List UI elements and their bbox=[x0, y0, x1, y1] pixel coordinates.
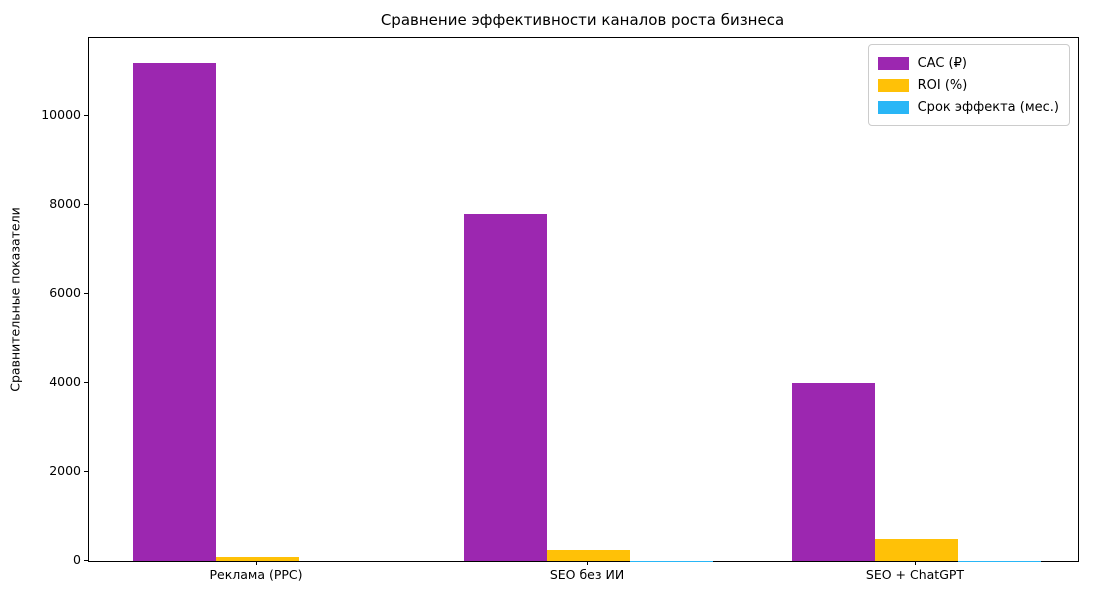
y-tick-label: 0 bbox=[73, 552, 81, 567]
bar-roi-group1 bbox=[215, 556, 299, 561]
bar-cac-group3 bbox=[791, 383, 875, 561]
legend-item-roi: ROI (%) bbox=[877, 74, 1059, 96]
y-tick-mark bbox=[84, 470, 88, 472]
y-tick-mark bbox=[84, 292, 88, 294]
x-tick-label: SEO без ИИ bbox=[549, 567, 625, 582]
chart-title: Сравнение эффективности каналов роста би… bbox=[380, 11, 785, 29]
y-axis-label: Сравнительные показатели bbox=[7, 207, 23, 392]
x-tick-mark bbox=[586, 561, 588, 565]
y-tick-mark bbox=[84, 559, 88, 561]
legend-swatch-roi bbox=[877, 78, 909, 92]
legend-label: Срок эффекта (мес.) bbox=[917, 99, 1059, 115]
y-tick-mark bbox=[84, 114, 88, 116]
y-tick-label: 4000 bbox=[49, 374, 81, 390]
bar-cac-group2 bbox=[463, 214, 547, 561]
legend-item-cac: CAC (₽) bbox=[877, 52, 1059, 74]
legend: CAC (₽) ROI (%) Срок эффекта (мес.) bbox=[867, 44, 1070, 126]
x-tick-mark bbox=[914, 561, 916, 565]
y-tick-label: 10000 bbox=[41, 107, 81, 123]
bar-roi-group2 bbox=[546, 549, 630, 561]
x-tick-label: Реклама (PPC) bbox=[209, 567, 303, 582]
bar-cac-group1 bbox=[132, 62, 216, 561]
y-tick-label: 6000 bbox=[49, 285, 81, 301]
legend-item-effect-period: Срок эффекта (мес.) bbox=[877, 96, 1059, 118]
y-tick-mark bbox=[84, 203, 88, 205]
legend-label: ROI (%) bbox=[917, 77, 968, 93]
y-tick-mark bbox=[84, 381, 88, 383]
legend-swatch-effect-period bbox=[877, 100, 909, 114]
legend-label: CAC (₽) bbox=[917, 55, 967, 71]
y-tick-label: 2000 bbox=[49, 463, 81, 479]
bar-roi-group3 bbox=[874, 538, 958, 561]
x-tick-label: SEO + ChatGPT bbox=[865, 567, 965, 582]
legend-swatch-cac bbox=[877, 56, 909, 70]
y-tick-label: 8000 bbox=[49, 196, 81, 212]
x-tick-mark bbox=[255, 561, 257, 565]
